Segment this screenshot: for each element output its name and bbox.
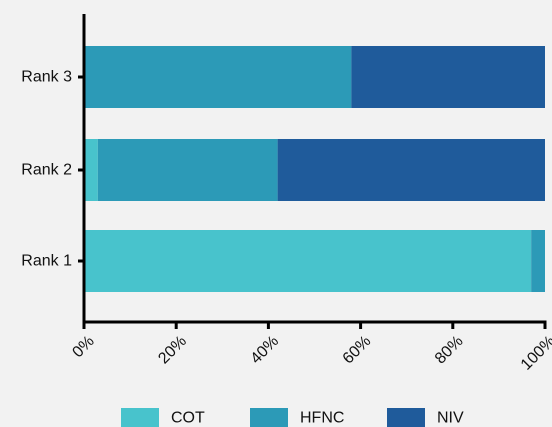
x-tick-label: 0% [69, 333, 97, 361]
legend-label-niv: NIV [437, 410, 464, 427]
y-tick-label: Rank 2 [21, 162, 72, 179]
bar-rank-2-hfnc [97, 139, 278, 201]
x-tick-label: 80% [432, 333, 467, 368]
y-axis: Rank 3 Rank 2 Rank 1 [21, 14, 86, 323]
bar-rank-3-hfnc [84, 46, 352, 108]
legend-label-hfnc: HFNC [300, 410, 344, 427]
bars-group [84, 46, 545, 292]
x-tick-label: 20% [155, 333, 190, 368]
x-axis: 0% 20% 40% 60% 80% 100% [69, 320, 552, 374]
legend-label-cot: COT [171, 410, 205, 427]
x-tick-label: 60% [340, 333, 375, 368]
bar-rank-1-cot [84, 230, 532, 292]
x-tick-label: 100% [518, 333, 552, 374]
bar-rank-2-niv [277, 139, 545, 201]
x-tick-label: 40% [248, 333, 283, 368]
legend-swatch-cot [121, 408, 159, 427]
legend: COT HFNC NIV [121, 408, 464, 427]
legend-swatch-niv [387, 408, 425, 427]
y-tick-label: Rank 1 [21, 253, 72, 270]
bar-rank-3-niv [351, 46, 545, 108]
y-tick-label: Rank 3 [21, 69, 72, 86]
bar-rank-1-hfnc [531, 230, 545, 292]
legend-swatch-hfnc [250, 408, 288, 427]
bar-rank-2-cot [84, 139, 98, 201]
